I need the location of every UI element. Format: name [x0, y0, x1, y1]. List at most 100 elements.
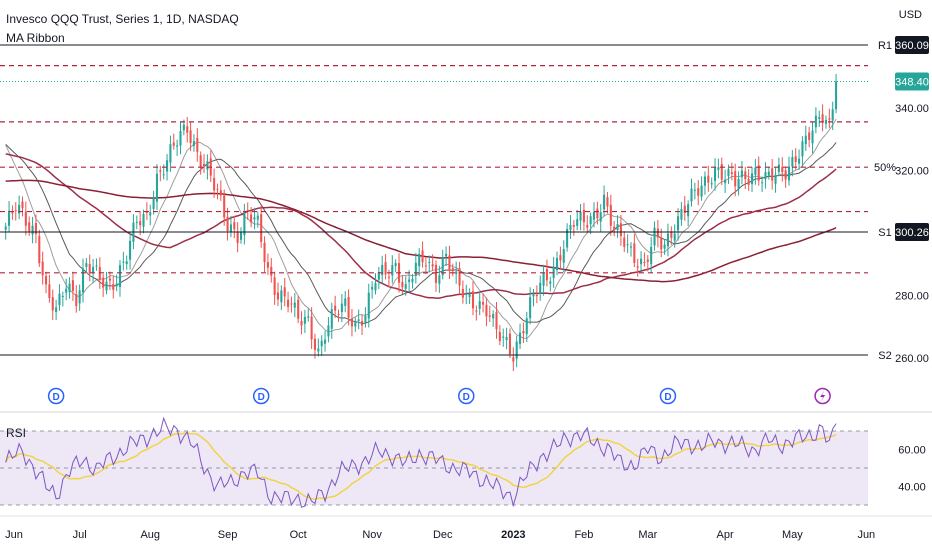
candle-body [41, 261, 44, 276]
candle-body [196, 137, 199, 152]
ma-mid-line [5, 142, 837, 325]
candle [582, 202, 585, 231]
candle-body [51, 297, 54, 311]
candle-body [162, 174, 165, 176]
candle [28, 216, 31, 236]
candle [572, 219, 575, 236]
candle [21, 196, 24, 217]
candle [475, 305, 478, 321]
candle-body [539, 282, 542, 294]
candle [172, 133, 175, 150]
candle-body [324, 339, 327, 344]
dividend-marker[interactable]: D [659, 387, 677, 405]
candle-body [414, 262, 417, 276]
candle-body [535, 294, 538, 297]
candle-body [569, 225, 572, 230]
time-tick-label: Feb [574, 529, 593, 541]
candle-body [603, 194, 606, 210]
candle-body [471, 291, 475, 309]
earnings-marker[interactable] [814, 387, 831, 405]
candle [11, 205, 14, 220]
candle-body [740, 170, 743, 178]
candle-body [61, 295, 64, 297]
badge-bg [895, 72, 929, 91]
time-tick-label: Apr [717, 529, 734, 541]
candle [606, 192, 609, 214]
candle-body [707, 175, 710, 183]
candle [683, 195, 686, 221]
candle-body [102, 277, 105, 288]
dividend-marker[interactable]: D [458, 387, 475, 405]
price-tick-label: 280.00 [895, 290, 929, 302]
candle [75, 285, 78, 313]
candle [324, 330, 327, 352]
candle-body [186, 126, 189, 133]
dividend-circle[interactable] [458, 387, 475, 405]
candle-body [129, 240, 132, 260]
level-price-badge: 300.26 [895, 222, 929, 241]
candle-body [229, 224, 232, 233]
candle [142, 209, 145, 234]
candle-body [727, 168, 730, 177]
candle [360, 314, 364, 336]
candle-body [545, 269, 548, 281]
candle-body [566, 229, 569, 248]
candle-body [771, 168, 774, 181]
candle [515, 335, 518, 368]
candle-body [488, 315, 491, 317]
candle [451, 263, 454, 277]
candle-body [663, 244, 666, 249]
currency-label: USD [898, 9, 922, 21]
candle [61, 291, 64, 307]
candle-body [68, 283, 71, 293]
candle-body [239, 231, 243, 240]
candle-body [223, 195, 226, 218]
candle-body [408, 279, 411, 282]
dividend-circle[interactable] [47, 387, 65, 405]
candle [176, 139, 179, 156]
candle [468, 288, 471, 304]
candle [744, 166, 747, 190]
candle [730, 162, 733, 181]
candle-body [334, 305, 337, 311]
candle [431, 254, 434, 271]
dividend-marker[interactable]: D [252, 387, 270, 405]
candle [656, 220, 659, 248]
candle-body [270, 266, 273, 276]
badge-text: 300.26 [895, 227, 929, 239]
candle [219, 180, 222, 201]
time-tick-label: Oct [290, 529, 307, 541]
dividend-circle[interactable] [252, 387, 270, 405]
candle [757, 156, 760, 186]
candle-body [152, 198, 155, 209]
candle [532, 288, 535, 307]
candle-body [300, 320, 303, 326]
dividend-circle[interactable] [659, 387, 677, 405]
candle-body [458, 268, 461, 286]
candle [687, 200, 690, 227]
candle-body [660, 237, 663, 250]
candle-body [21, 201, 24, 209]
candle-body [478, 301, 481, 309]
symbol-title[interactable]: Invesco QQQ Trust, Series 1, 1D, NASDAQ [6, 12, 239, 26]
dividend-marker[interactable]: D [47, 387, 65, 405]
candle [798, 149, 801, 170]
indicator-legend-ma-ribbon[interactable]: MA Ribbon [6, 31, 65, 45]
candle [58, 284, 61, 311]
candle [344, 291, 347, 313]
candle [781, 157, 784, 182]
candle [287, 291, 290, 313]
candle [821, 104, 824, 132]
candle [629, 242, 633, 257]
candle-body [522, 330, 525, 334]
candle [236, 222, 239, 253]
candle-body [38, 236, 41, 264]
candle-body [159, 170, 162, 172]
candle-body [290, 303, 293, 305]
candle [213, 168, 216, 198]
dividend-letter: D [52, 392, 59, 403]
candle-body [502, 336, 505, 338]
candle [334, 295, 337, 318]
rsi-legend-label[interactable]: RSI [6, 426, 26, 440]
